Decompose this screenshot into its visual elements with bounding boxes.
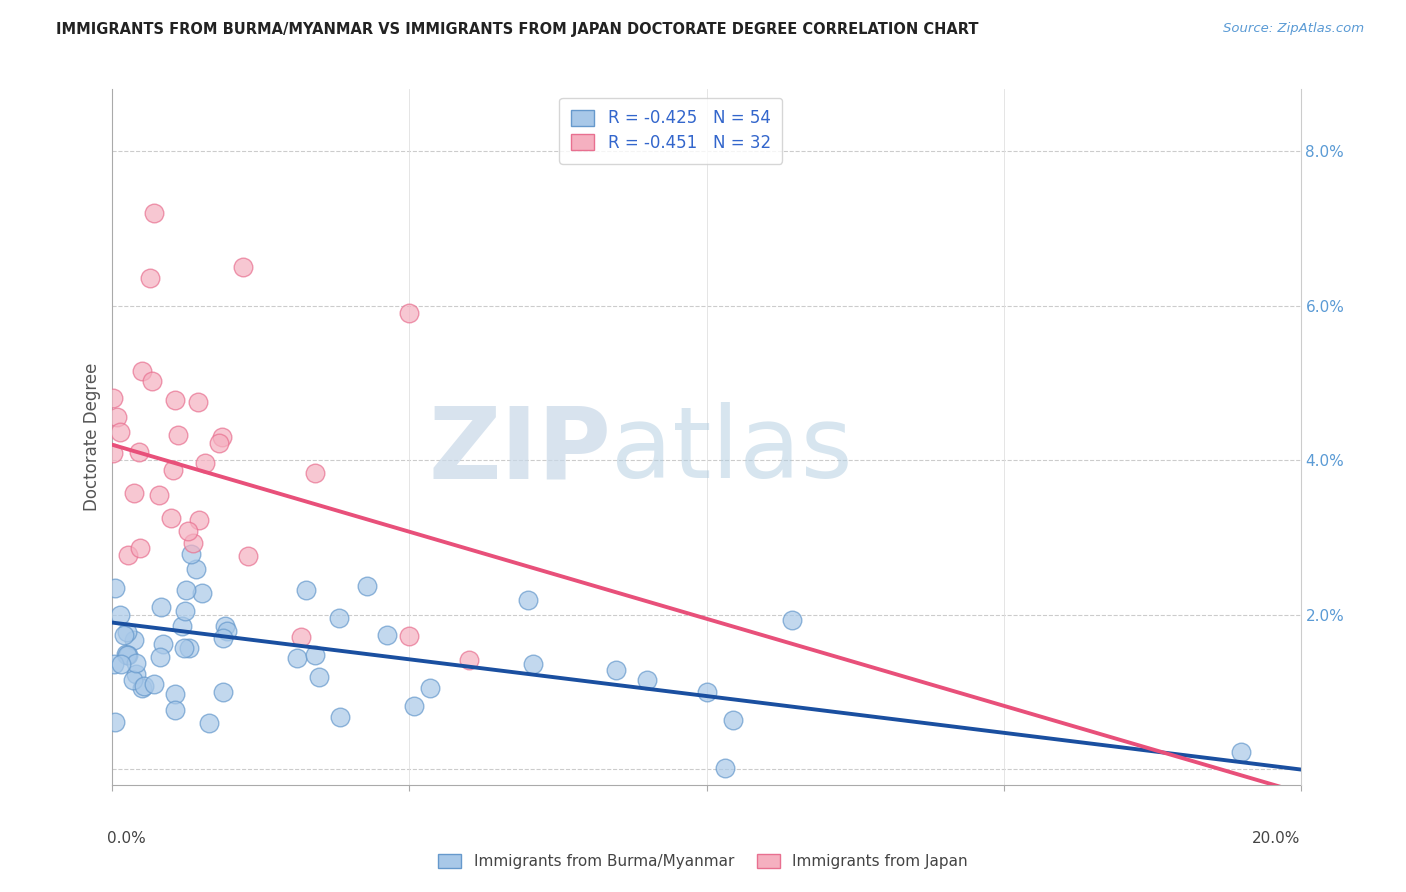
Point xyxy=(105,409,128,424)
Legend: R = -0.425   N = 54, R = -0.451   N = 32: R = -0.425 N = 54, R = -0.451 N = 32 xyxy=(560,97,782,163)
Text: 0.0%: 0.0% xyxy=(107,831,145,847)
Point xyxy=(721,713,744,727)
Point xyxy=(236,549,259,563)
Point xyxy=(522,657,544,672)
Text: atlas: atlas xyxy=(612,402,853,500)
Point xyxy=(402,699,425,714)
Point xyxy=(304,466,326,480)
Point xyxy=(780,613,803,627)
Point xyxy=(198,716,221,731)
Text: 20.0%: 20.0% xyxy=(1253,831,1301,847)
Point xyxy=(177,524,200,538)
Point xyxy=(114,647,136,661)
Point xyxy=(162,463,184,477)
Point xyxy=(177,640,200,655)
Point xyxy=(181,536,204,550)
Point xyxy=(184,562,207,576)
Text: Source: ZipAtlas.com: Source: ZipAtlas.com xyxy=(1223,22,1364,36)
Point xyxy=(134,679,156,693)
Point xyxy=(139,271,162,285)
Point xyxy=(121,673,143,688)
Point xyxy=(173,604,195,618)
Point xyxy=(110,657,132,671)
Point xyxy=(104,714,127,729)
Point xyxy=(163,393,186,408)
Point xyxy=(377,628,399,642)
Point xyxy=(214,619,236,633)
Point xyxy=(191,586,214,600)
Y-axis label: Doctorate Degree: Doctorate Degree xyxy=(83,363,101,511)
Point xyxy=(329,710,352,724)
Point xyxy=(232,260,254,274)
Point xyxy=(172,619,194,633)
Point xyxy=(167,427,190,442)
Point xyxy=(398,306,420,320)
Point xyxy=(714,761,737,775)
Point xyxy=(174,583,197,598)
Point xyxy=(160,511,183,525)
Point xyxy=(101,392,124,406)
Point xyxy=(152,637,174,651)
Point xyxy=(141,375,163,389)
Point xyxy=(208,436,231,450)
Point xyxy=(125,656,148,670)
Point xyxy=(173,640,195,655)
Point xyxy=(165,687,187,701)
Point xyxy=(211,430,233,444)
Point xyxy=(103,445,125,459)
Point xyxy=(131,681,153,695)
Point xyxy=(215,624,238,638)
Point xyxy=(131,363,153,377)
Point xyxy=(124,667,146,681)
Point xyxy=(122,633,145,648)
Legend: Immigrants from Burma/Myanmar, Immigrants from Japan: Immigrants from Burma/Myanmar, Immigrant… xyxy=(432,847,974,875)
Point xyxy=(457,653,479,667)
Point xyxy=(398,629,420,643)
Point xyxy=(163,703,186,717)
Point xyxy=(180,547,202,561)
Point xyxy=(356,579,378,593)
Point xyxy=(112,628,135,642)
Point xyxy=(128,445,150,459)
Point xyxy=(117,648,139,663)
Point xyxy=(148,488,170,502)
Point xyxy=(188,513,211,527)
Point xyxy=(517,593,540,607)
Point xyxy=(117,548,139,562)
Point xyxy=(212,685,235,699)
Text: ZIP: ZIP xyxy=(429,402,612,500)
Text: IMMIGRANTS FROM BURMA/MYANMAR VS IMMIGRANTS FROM JAPAN DOCTORATE DEGREE CORRELAT: IMMIGRANTS FROM BURMA/MYANMAR VS IMMIGRA… xyxy=(56,22,979,37)
Point xyxy=(308,670,330,684)
Point xyxy=(304,648,326,662)
Point xyxy=(1230,745,1253,759)
Point xyxy=(290,630,312,644)
Point xyxy=(295,582,318,597)
Point xyxy=(212,631,235,645)
Point xyxy=(150,600,173,615)
Point xyxy=(419,681,441,695)
Point xyxy=(696,685,718,699)
Point xyxy=(143,677,166,691)
Point xyxy=(104,582,127,596)
Point xyxy=(194,456,217,470)
Point xyxy=(110,608,132,623)
Point xyxy=(124,486,146,500)
Point xyxy=(128,541,150,555)
Point xyxy=(328,611,350,625)
Point xyxy=(117,625,139,640)
Point xyxy=(187,395,209,409)
Point xyxy=(285,651,308,665)
Point xyxy=(143,206,166,220)
Point xyxy=(110,425,132,439)
Point xyxy=(636,673,658,687)
Point xyxy=(149,650,172,665)
Point xyxy=(103,657,125,671)
Point xyxy=(117,648,139,663)
Point xyxy=(605,663,627,677)
